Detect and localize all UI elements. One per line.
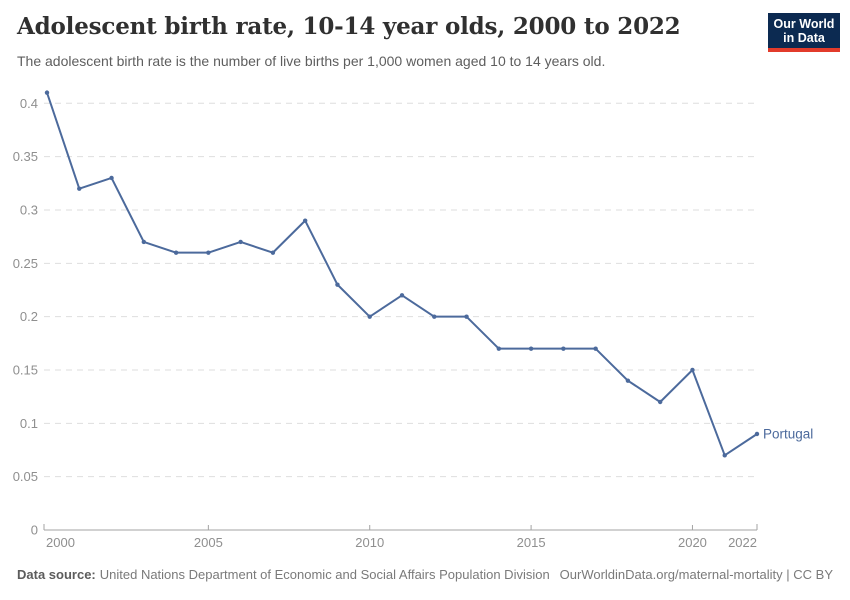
data-point[interactable] (528, 346, 534, 351)
y-axis-tick-label: 0.1 (20, 416, 38, 431)
x-axis-tick-label: 2020 (678, 535, 707, 550)
data-point[interactable] (722, 453, 727, 458)
data-point[interactable] (399, 293, 405, 298)
data-point[interactable] (77, 186, 82, 191)
data-point[interactable] (367, 314, 372, 319)
data-point[interactable] (238, 239, 243, 245)
y-axis-tick-label: 0.2 (20, 309, 38, 324)
y-axis-tick-label: 0.25 (13, 256, 38, 271)
y-axis-tick-label: 0.15 (13, 362, 38, 377)
data-point[interactable] (561, 346, 566, 351)
data-point[interactable] (690, 367, 695, 373)
x-axis-tick-label: 2000 (46, 535, 75, 550)
chart-subtitle: The adolescent birth rate is the number … (17, 53, 606, 69)
x-axis-tick-label: 2022 (728, 535, 757, 550)
data-point[interactable] (496, 346, 502, 351)
data-point[interactable] (44, 90, 50, 95)
x-axis-tick-label: 2005 (194, 535, 223, 550)
owid-logo-line1: Our World (773, 16, 835, 31)
data-point[interactable] (625, 378, 631, 383)
y-axis-tick-label: 0.35 (13, 149, 38, 164)
y-axis-tick-label: 0.05 (13, 469, 38, 484)
data-source-label: Data source: (17, 567, 96, 582)
x-axis-tick-label: 2015 (517, 535, 546, 550)
data-point[interactable] (464, 314, 469, 319)
x-axis-tick-label: 2010 (355, 535, 384, 550)
y-axis-tick-label: 0 (31, 523, 38, 538)
footer-license-link[interactable]: OurWorldinData.org/maternal-mortality | … (559, 567, 833, 582)
data-source: Data source: United Nations Department of… (17, 567, 550, 582)
data-point[interactable] (754, 431, 760, 437)
data-point[interactable] (335, 282, 340, 287)
data-point[interactable] (141, 239, 147, 245)
y-axis-tick-label: 0.3 (20, 202, 38, 217)
data-point[interactable] (270, 250, 276, 255)
data-point[interactable] (109, 175, 114, 181)
data-source-text: United Nations Department of Economic an… (99, 567, 550, 582)
portugal-line-series[interactable] (46, 91, 758, 457)
data-point[interactable] (432, 314, 437, 319)
data-point[interactable] (206, 250, 211, 255)
data-point[interactable] (657, 399, 663, 405)
line-chart-canvas[interactable]: 0 0.05 0.1 0.15 0.2 0.25 0.3 0.35 0.4 2000 2005 201… (0, 80, 850, 560)
owid-logo[interactable]: Our World in Data (768, 13, 840, 52)
y-axis-tick-label: 0.4 (20, 96, 38, 111)
chart-footer: Data source: United Nations Department of… (17, 567, 833, 582)
data-point[interactable] (593, 346, 598, 351)
data-point[interactable] (173, 250, 179, 255)
page-title: Adolescent birth rate, 10-14 year olds, … (17, 13, 681, 40)
series-label-portugal: Portugal (763, 426, 813, 441)
owid-logo-line2: in Data (783, 30, 825, 45)
data-point[interactable] (302, 218, 308, 223)
